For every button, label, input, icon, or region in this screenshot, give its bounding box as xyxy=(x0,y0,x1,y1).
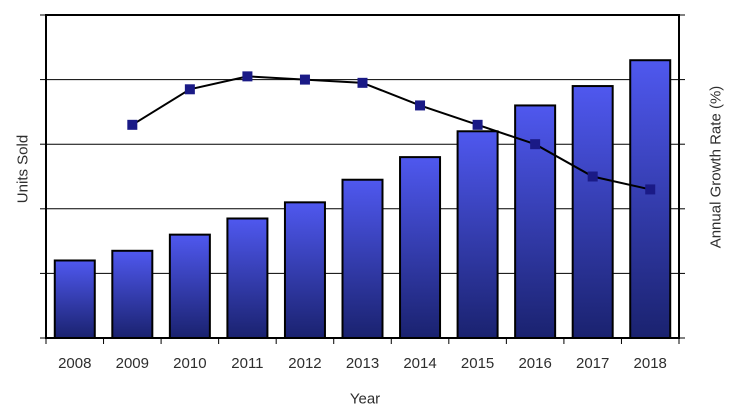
bar-2011 xyxy=(226,217,269,340)
x-tick-label: 2009 xyxy=(116,355,149,372)
bar-2008 xyxy=(53,259,96,340)
x-axis-title: Year xyxy=(349,390,381,408)
growth-rate-marker xyxy=(587,171,598,182)
x-tick-label: 2012 xyxy=(288,355,321,372)
x-tick-label: 2008 xyxy=(58,355,91,372)
bar-2017 xyxy=(571,85,614,339)
growth-rate-marker xyxy=(357,77,368,88)
x-tick-label: 2011 xyxy=(231,355,263,372)
bar-2013 xyxy=(341,178,384,339)
right-axis-title: Annual Growth Rate (%) xyxy=(707,85,725,249)
left-axis-title: Units Sold xyxy=(14,134,32,204)
x-tick-label: 2018 xyxy=(634,355,667,372)
growth-rate-marker xyxy=(530,139,541,150)
growth-rate-marker xyxy=(472,119,483,130)
x-tick-label: 2015 xyxy=(461,355,494,372)
bar-2015 xyxy=(456,130,499,339)
bar-2014 xyxy=(399,156,442,339)
bar-2009 xyxy=(111,249,154,339)
growth-rate-marker xyxy=(184,84,195,95)
growth-rate-marker xyxy=(127,119,138,130)
x-tick-label: 2017 xyxy=(576,355,609,372)
bar-2018 xyxy=(629,59,672,339)
x-tick-label: 2016 xyxy=(518,355,551,372)
x-tick-label: 2010 xyxy=(173,355,206,372)
growth-rate-marker xyxy=(299,74,310,85)
growth-rate-marker xyxy=(645,184,656,195)
bar-2010 xyxy=(168,233,211,339)
plot-frame xyxy=(45,14,680,339)
x-tick-label: 2013 xyxy=(346,355,379,372)
growth-rate-marker xyxy=(415,100,426,111)
bar-2012 xyxy=(283,201,326,339)
growth-rate-marker xyxy=(242,71,253,82)
x-tick-label: 2014 xyxy=(403,355,436,372)
growth-rate-line xyxy=(131,75,651,191)
